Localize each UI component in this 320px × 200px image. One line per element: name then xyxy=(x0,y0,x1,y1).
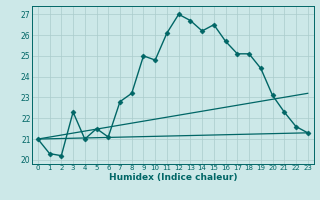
X-axis label: Humidex (Indice chaleur): Humidex (Indice chaleur) xyxy=(108,173,237,182)
